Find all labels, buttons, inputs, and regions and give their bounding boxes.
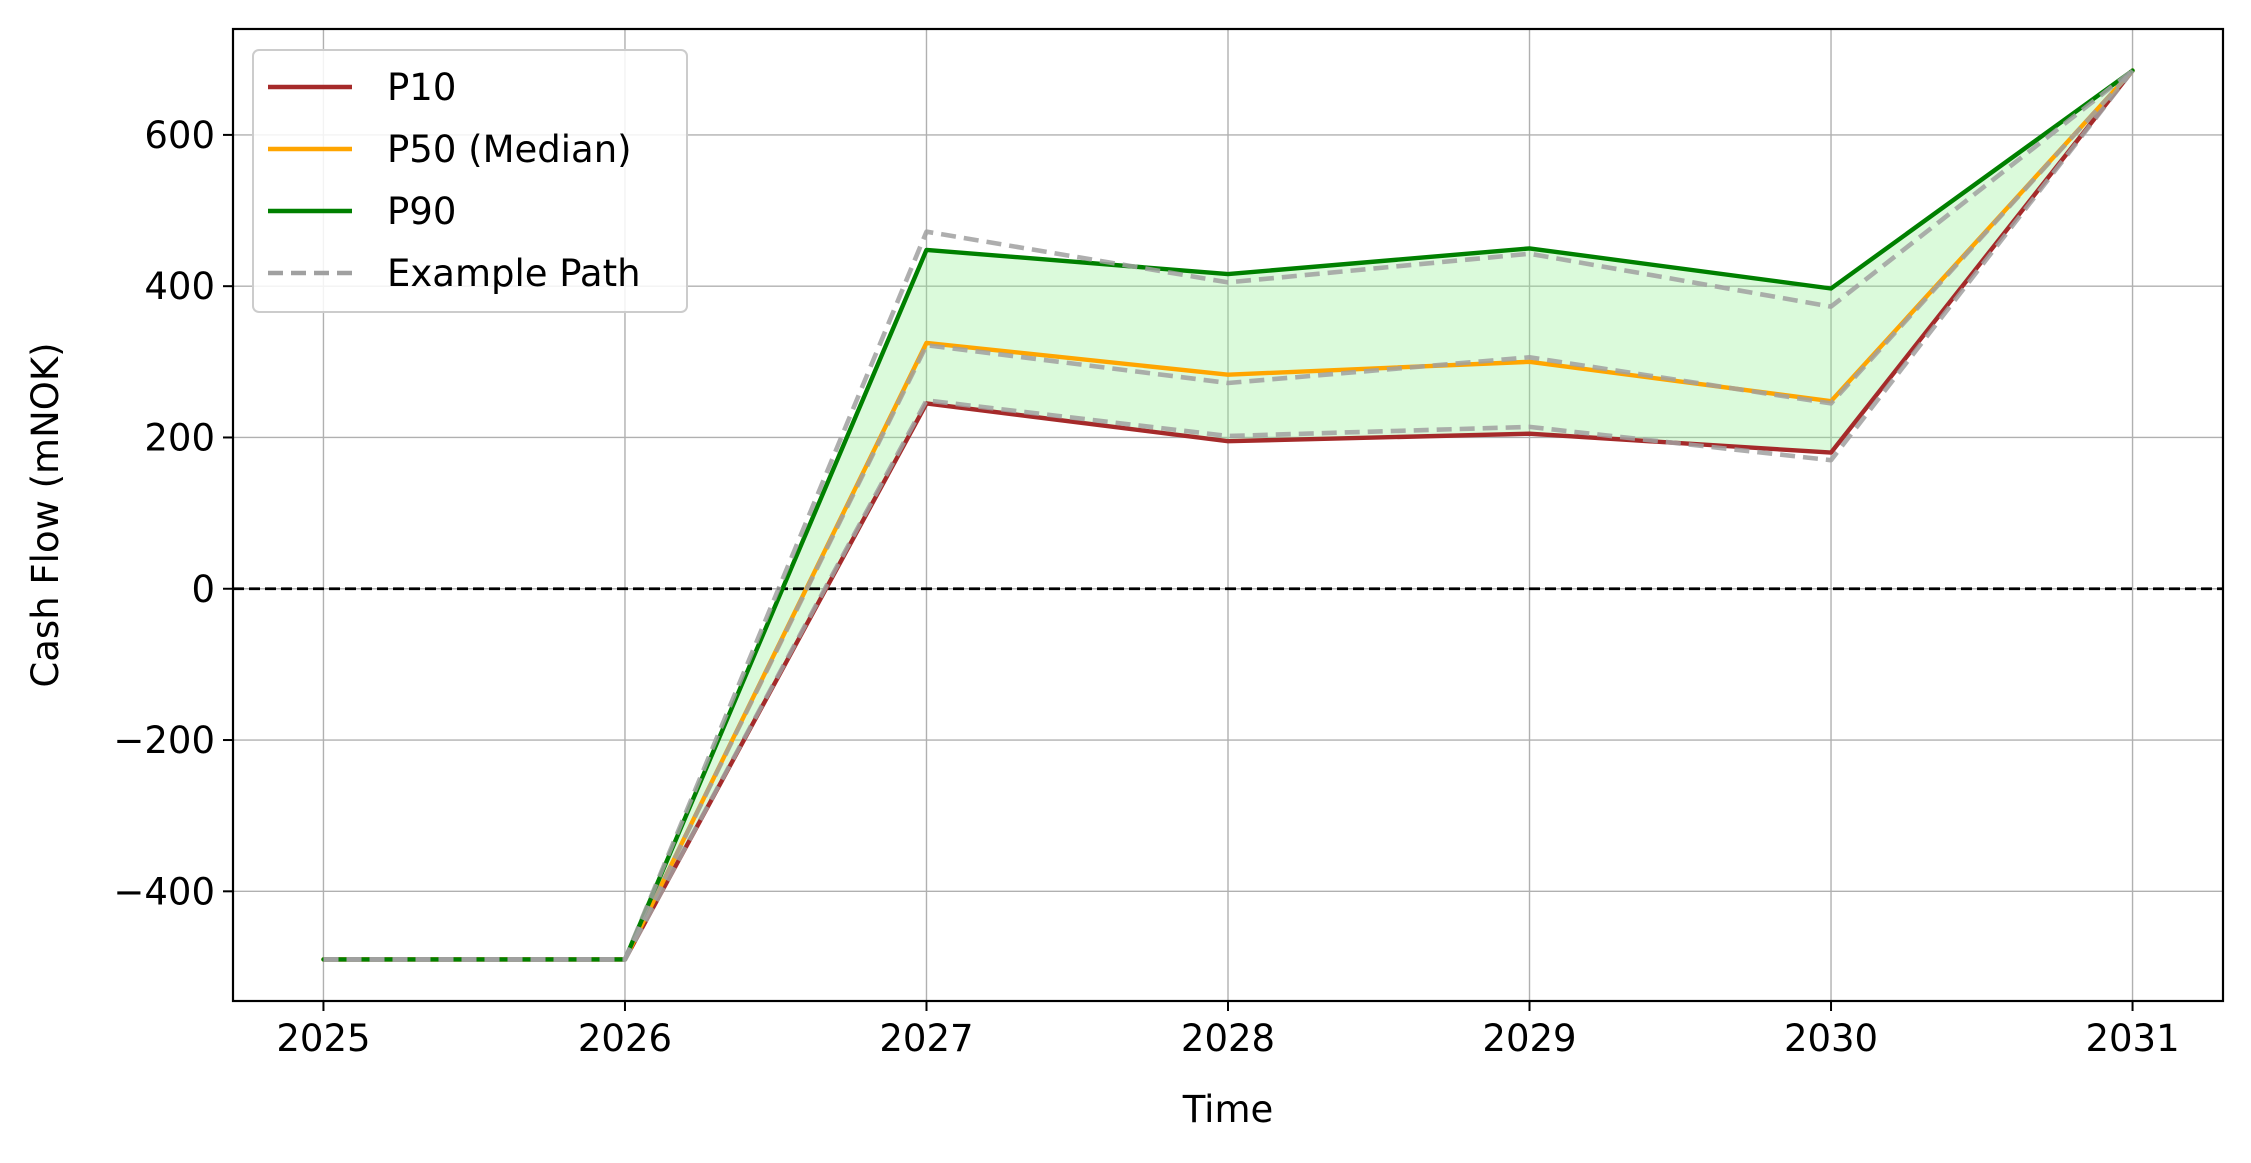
legend-label-example-path: Example Path (387, 252, 641, 295)
example-paths (323, 68, 2135, 962)
p10-p90-band (323, 70, 2133, 960)
y-axis-ticks: −400 −200 0 200 400 600 (113, 114, 233, 913)
legend-label-p50-median: P50 (Median) (387, 128, 632, 171)
x-tick-label-2029: 2029 (1482, 1017, 1576, 1060)
example-path-line-3 (323, 69, 2135, 962)
x-tick-label-2031: 2031 (2085, 1017, 2179, 1060)
y-tick-label-4: 400 (144, 265, 215, 308)
y-tick-label-2: 0 (191, 568, 215, 611)
legend: P10 P50 (Median) P90 Example Path (252, 49, 688, 313)
y-tick-label-5: 600 (144, 114, 215, 157)
x-tick-label-2027: 2027 (879, 1017, 973, 1060)
x-axis-label: Time (1182, 1088, 1274, 1131)
x-tick-label-2025: 2025 (276, 1017, 370, 1060)
confidence-band (323, 70, 2133, 960)
y-tick-label-1: −200 (113, 719, 215, 762)
y-tick-label-3: 200 (144, 416, 215, 459)
x-tick-label-2026: 2026 (578, 1017, 672, 1060)
x-tick-label-2030: 2030 (1784, 1017, 1878, 1060)
legend-label-p90: P90 (387, 190, 456, 233)
y-axis-label: Cash Flow (mNOK) (24, 342, 67, 687)
y-tick-label-0: −400 (113, 870, 215, 913)
legend-box (252, 49, 688, 313)
x-tick-label-2028: 2028 (1181, 1017, 1275, 1060)
x-axis-ticks: 2025 2026 2027 2028 2029 2030 2031 (276, 1001, 2180, 1060)
legend-label-p10: P10 (387, 66, 456, 109)
